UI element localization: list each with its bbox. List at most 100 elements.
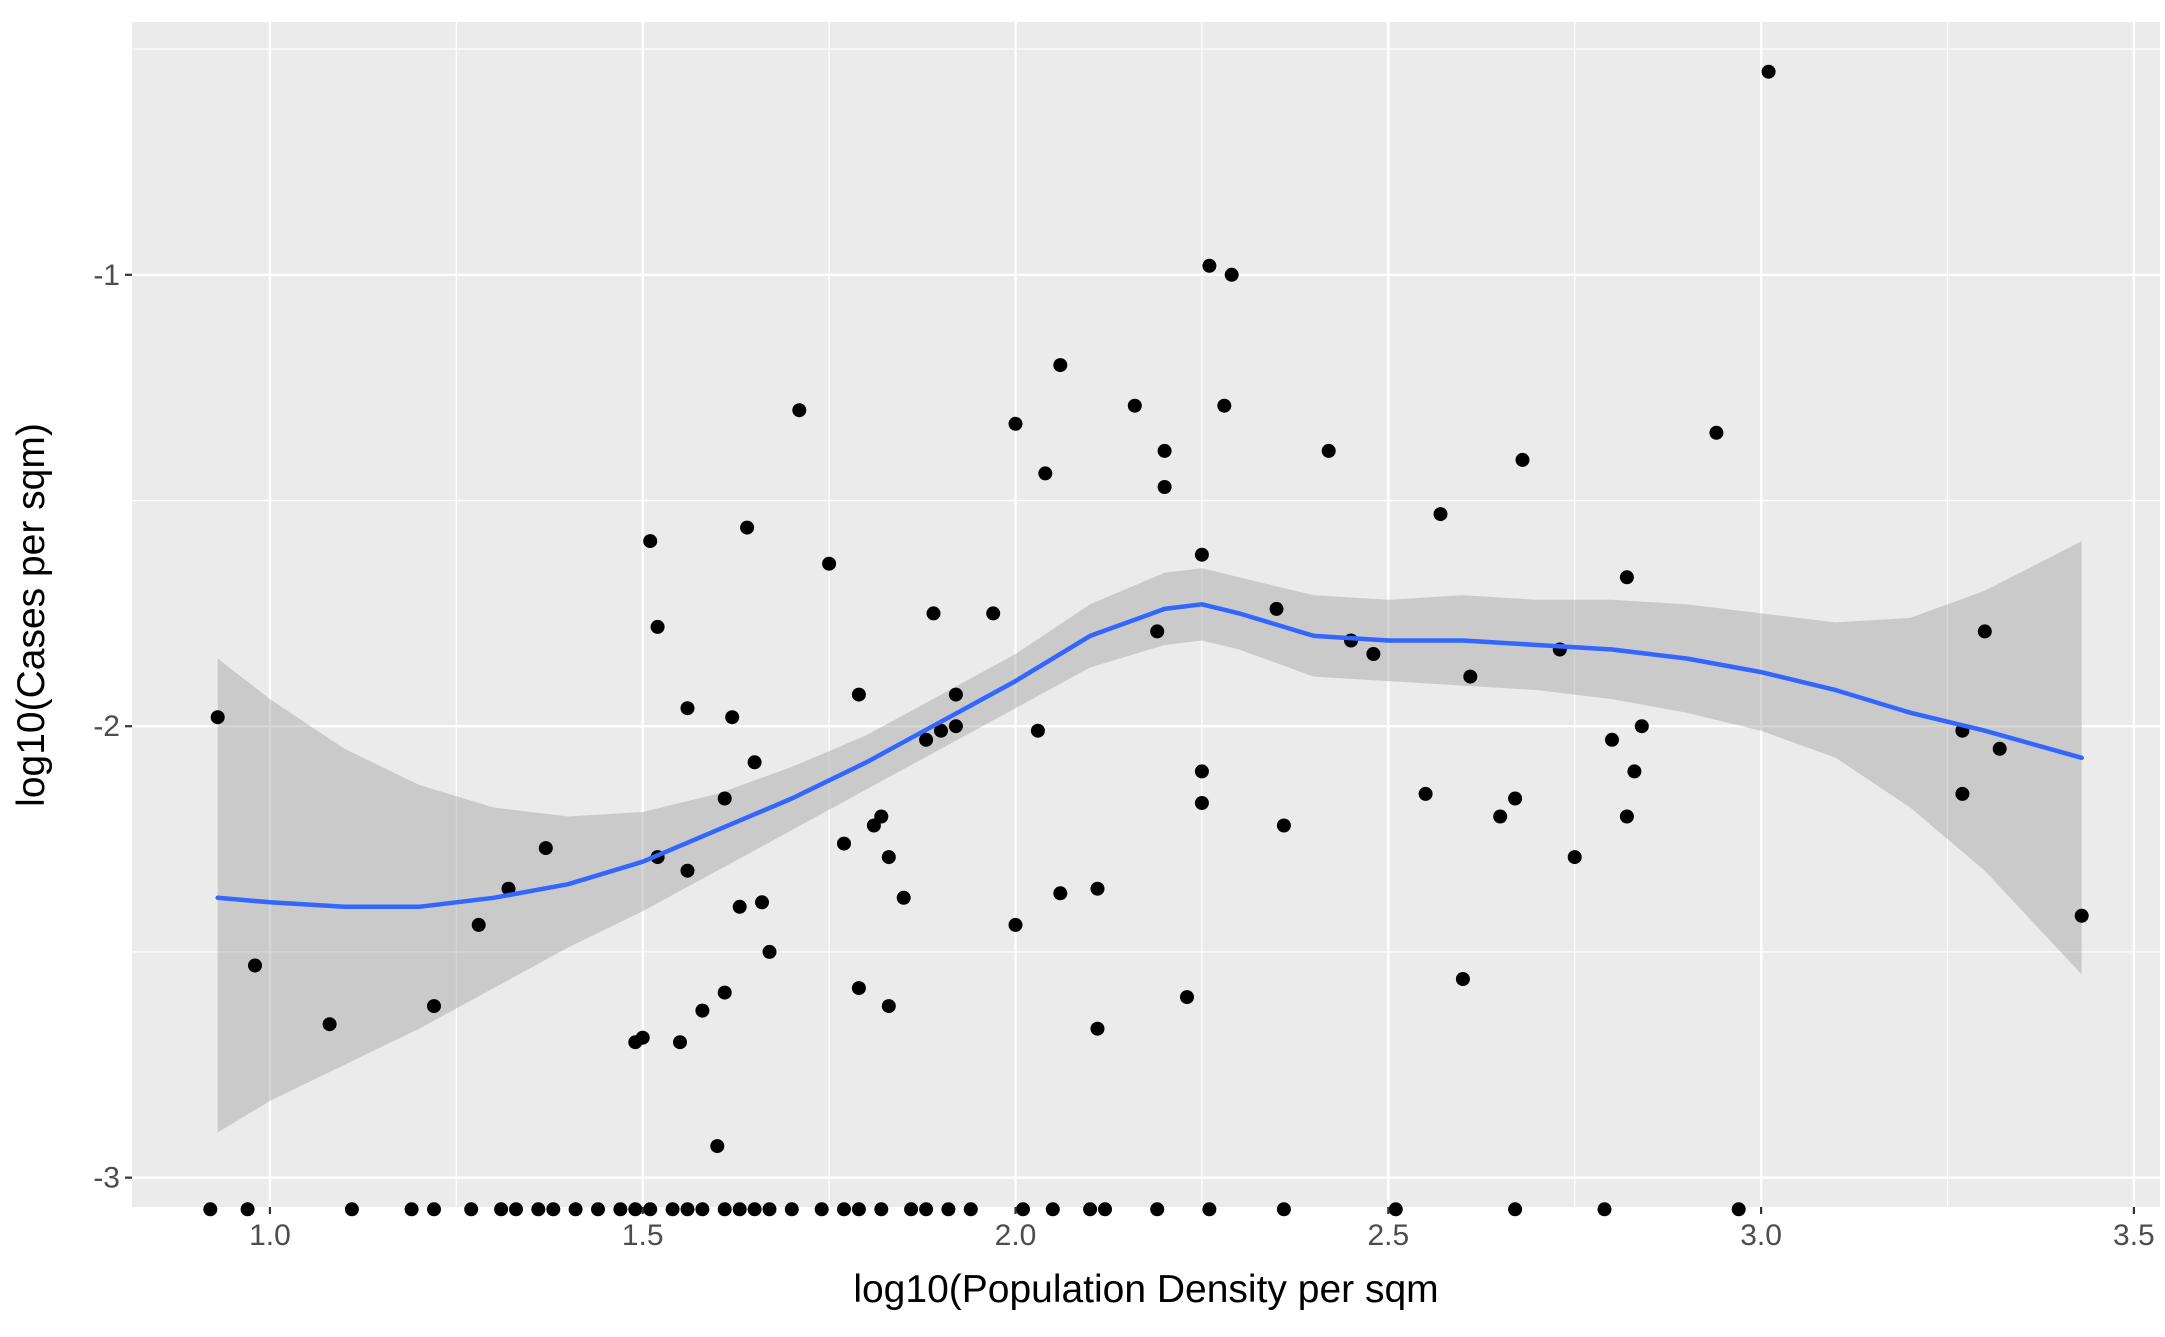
data-point [1567,850,1582,865]
data-point [934,723,948,738]
data-point [538,841,553,856]
data-point [546,1202,561,1217]
data-point [822,556,837,571]
smooth-line [215,602,2084,910]
data-point [210,710,225,725]
data-point [1731,1202,1746,1217]
data-point [784,1202,799,1217]
x-tick-label: 3.0 [1740,1219,1782,1252]
x-tick-label: 2.0 [995,1219,1037,1252]
data-point [695,1202,710,1217]
data-point [1008,416,1023,431]
data-point [740,520,755,535]
data-point [531,1202,546,1217]
data-point [1619,570,1634,585]
data-point [851,1202,866,1217]
data-point [665,1202,680,1217]
data-point [1194,547,1209,562]
data-point [1030,723,1045,738]
y-tick-label: -2 [93,710,120,743]
data-point [1008,917,1023,932]
data-point [851,981,866,996]
data-point [1493,809,1508,824]
confidence-ribbon [217,541,2082,1133]
data-point [747,755,762,770]
data-point [851,687,866,702]
data-point [710,1139,725,1154]
data-point [1127,398,1142,413]
data-point [762,1202,777,1217]
data-point [1150,1202,1165,1217]
data-point [1194,764,1209,779]
y-tick-label: -1 [93,259,120,292]
data-point [1508,1202,1523,1217]
data-point [1157,443,1172,458]
x-tick-label: 1.0 [249,1219,291,1252]
y-axis-ticks: -3 -2 -1 [93,259,132,1195]
data-point [1597,1202,1612,1217]
data-point [919,1202,934,1217]
data-point [635,1030,650,1045]
data-point [509,1202,523,1217]
data-point [896,890,911,905]
data-point [874,1202,889,1217]
data-point [717,1202,732,1217]
data-point [986,606,1001,621]
data-point [591,1202,605,1217]
y-tick-label: -3 [93,1162,120,1195]
data-point [941,1202,956,1217]
data-point [948,687,963,702]
data-point [747,1202,762,1217]
data-point [732,899,747,914]
data-point [404,1202,419,1217]
x-axis-title: log10(Population Density per sqm [853,1268,1438,1311]
data-point [1202,258,1217,273]
data-points [203,64,2089,1217]
data-point [650,619,665,634]
data-point [725,710,740,725]
data-point [814,1202,829,1217]
smooth-curve [215,602,2084,910]
x-tick-label: 3.5 [2113,1219,2155,1252]
data-point [881,850,896,865]
data-point [1515,452,1530,467]
data-point [1053,886,1068,901]
data-point [680,1202,695,1217]
data-point [680,863,695,878]
data-point [1157,480,1172,494]
data-point [837,1202,851,1217]
data-point [926,606,941,621]
data-point [2074,908,2089,923]
data-point [874,809,889,824]
data-point [643,534,658,549]
data-point [203,1202,218,1217]
data-point [1202,1202,1217,1217]
data-point [344,1202,359,1217]
data-point [1090,1021,1105,1036]
data-point [1955,786,1970,801]
x-axis-ticks: 1.0 1.5 2.0 2.5 3.0 3.5 [249,1207,2155,1252]
data-point [240,1202,255,1217]
data-point [1761,64,1776,79]
data-point [322,1017,337,1032]
x-tick-label: 2.5 [1367,1219,1409,1252]
data-point [1276,1202,1291,1217]
x-tick-label: 1.5 [622,1219,664,1252]
data-point [1016,1202,1030,1217]
grid-major [132,22,2160,1207]
data-point [1090,881,1105,896]
data-point [717,791,732,806]
data-point [717,985,732,1000]
data-point [1038,466,1053,481]
data-point [1276,818,1291,833]
data-point [695,1003,710,1018]
data-point [1709,425,1724,440]
data-point [248,958,262,973]
data-point [1634,719,1649,734]
data-point [427,999,441,1014]
data-point [1455,972,1470,986]
data-point [464,1202,479,1217]
data-point [1098,1202,1112,1217]
data-point [643,1202,658,1217]
